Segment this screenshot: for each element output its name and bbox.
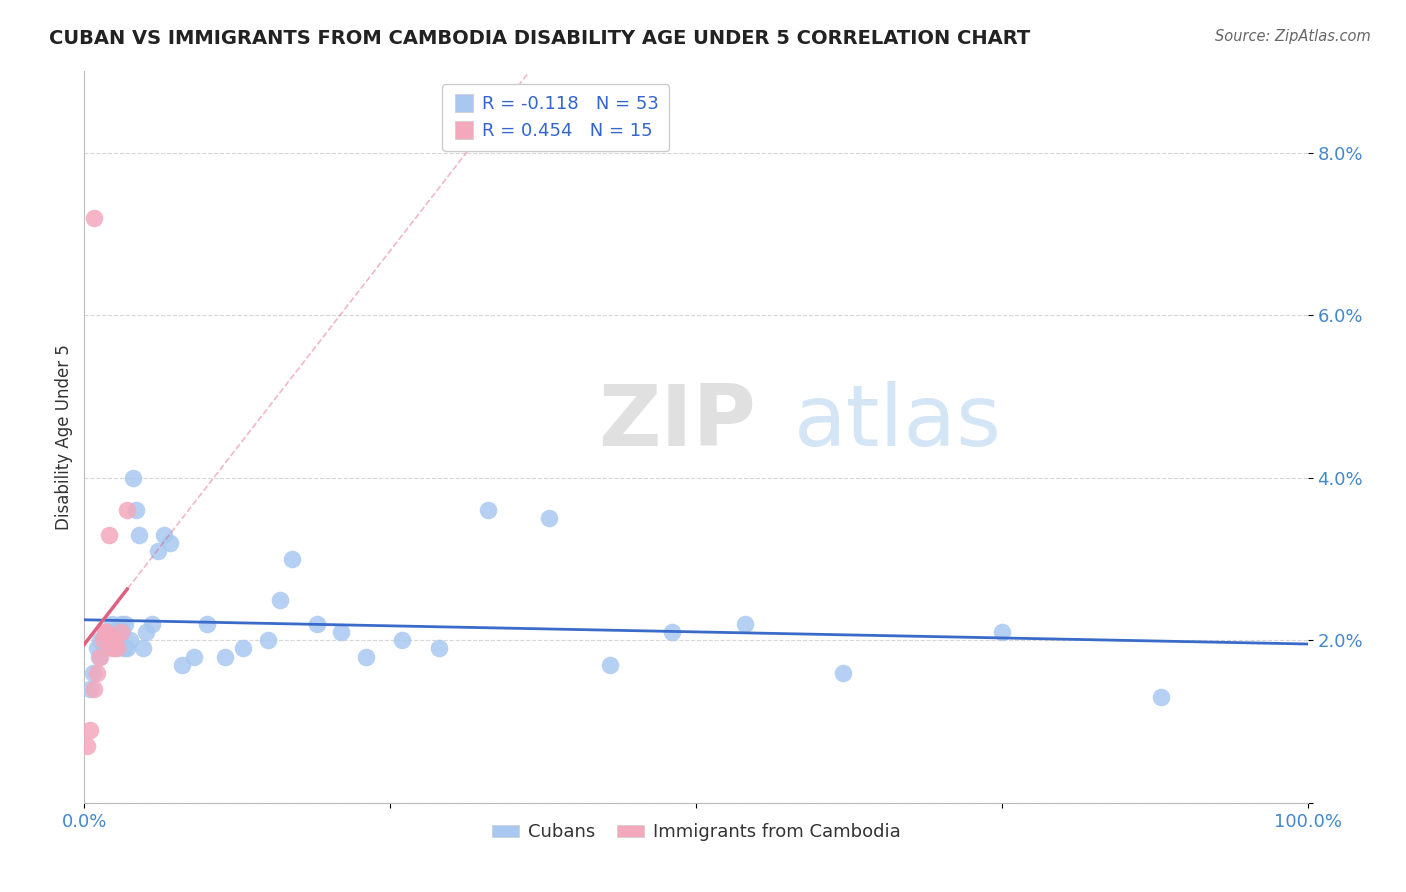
Point bbox=[111, 625, 134, 640]
Point bbox=[257, 633, 280, 648]
Point bbox=[427, 641, 450, 656]
Point bbox=[125, 503, 148, 517]
Point bbox=[89, 633, 111, 648]
Point bbox=[118, 633, 141, 648]
Point bbox=[122, 471, 145, 485]
Point bbox=[538, 511, 561, 525]
Text: atlas: atlas bbox=[794, 381, 1002, 464]
Point bbox=[86, 641, 108, 656]
Point bbox=[83, 211, 105, 225]
Point bbox=[79, 723, 101, 737]
Point bbox=[183, 649, 205, 664]
Point bbox=[104, 641, 127, 656]
Point bbox=[94, 625, 117, 640]
Point bbox=[97, 633, 120, 648]
Point bbox=[305, 617, 328, 632]
Point bbox=[115, 503, 138, 517]
Point bbox=[79, 681, 101, 696]
Point bbox=[132, 641, 155, 656]
Point bbox=[98, 625, 121, 640]
Point bbox=[97, 527, 120, 541]
Point bbox=[114, 617, 136, 632]
Point bbox=[661, 625, 683, 640]
Point bbox=[101, 617, 124, 632]
Point bbox=[146, 544, 169, 558]
Point bbox=[91, 633, 114, 648]
Point bbox=[101, 641, 124, 656]
Point bbox=[281, 552, 304, 566]
Point bbox=[195, 617, 218, 632]
Point bbox=[477, 503, 499, 517]
Point bbox=[172, 657, 194, 672]
Point bbox=[330, 625, 353, 640]
Point bbox=[91, 633, 114, 648]
Point bbox=[105, 625, 128, 640]
Point bbox=[115, 641, 138, 656]
Point bbox=[89, 649, 111, 664]
Point bbox=[110, 625, 132, 640]
Point bbox=[107, 633, 129, 648]
Point bbox=[391, 633, 413, 648]
Point bbox=[135, 625, 157, 640]
Point bbox=[214, 649, 236, 664]
Point bbox=[354, 649, 377, 664]
Point bbox=[110, 617, 132, 632]
Point bbox=[104, 633, 127, 648]
Point bbox=[128, 527, 150, 541]
Point bbox=[86, 665, 108, 680]
Point bbox=[82, 665, 104, 680]
Point bbox=[831, 665, 853, 680]
Text: ZIP: ZIP bbox=[598, 381, 756, 464]
Point bbox=[103, 633, 125, 648]
Legend: Cubans, Immigrants from Cambodia: Cubans, Immigrants from Cambodia bbox=[484, 816, 908, 848]
Text: CUBAN VS IMMIGRANTS FROM CAMBODIA DISABILITY AGE UNDER 5 CORRELATION CHART: CUBAN VS IMMIGRANTS FROM CAMBODIA DISABI… bbox=[49, 29, 1031, 47]
Point bbox=[87, 649, 110, 664]
Point bbox=[1150, 690, 1173, 705]
Point bbox=[76, 739, 98, 753]
Text: Source: ZipAtlas.com: Source: ZipAtlas.com bbox=[1215, 29, 1371, 44]
Point bbox=[159, 535, 181, 549]
Point bbox=[141, 617, 163, 632]
Point bbox=[100, 633, 122, 648]
Point bbox=[991, 625, 1014, 640]
Point bbox=[96, 625, 118, 640]
Y-axis label: Disability Age Under 5: Disability Age Under 5 bbox=[55, 344, 73, 530]
Point bbox=[83, 681, 105, 696]
Point bbox=[232, 641, 254, 656]
Point bbox=[112, 641, 135, 656]
Point bbox=[105, 633, 128, 648]
Point bbox=[100, 625, 122, 640]
Point bbox=[153, 527, 176, 541]
Point bbox=[269, 592, 291, 607]
Point bbox=[734, 617, 756, 632]
Point bbox=[96, 625, 118, 640]
Point bbox=[93, 641, 115, 656]
Point bbox=[599, 657, 621, 672]
Point bbox=[105, 641, 128, 656]
